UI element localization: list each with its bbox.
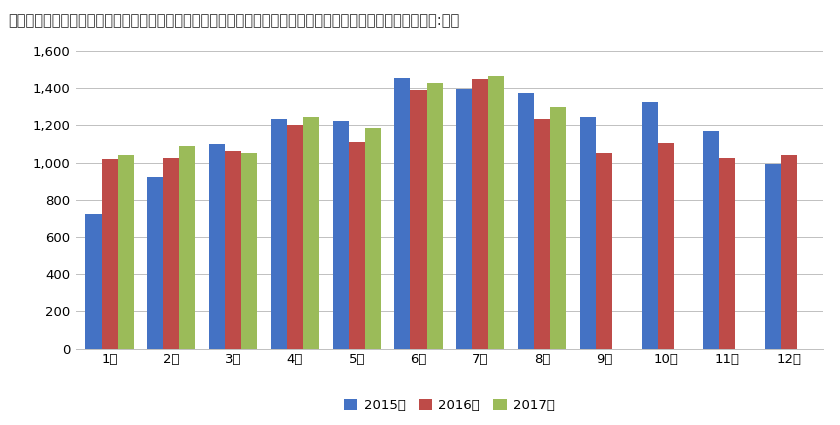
Bar [225, 151, 241, 348]
Bar [118, 155, 134, 348]
Bar [472, 79, 488, 348]
Bar [518, 93, 534, 348]
Bar [488, 76, 504, 348]
Bar [270, 119, 287, 348]
Bar [241, 153, 257, 348]
Bar [86, 214, 102, 348]
Text: ドラッグストアにおけるインバウンド消費の購買件数　（インバウンド店舗１店舗あたりレシート枚数／単位:枚）: ドラッグストアにおけるインバウンド消費の購買件数 （インバウンド店舗１店舗あたり… [8, 13, 459, 28]
Bar [209, 144, 225, 348]
Bar [719, 158, 736, 348]
Bar [303, 117, 319, 348]
Bar [349, 142, 365, 348]
Bar [765, 164, 781, 348]
Bar [147, 178, 163, 348]
Legend: 2015年, 2016年, 2017年: 2015年, 2016年, 2017年 [339, 394, 560, 417]
Bar [596, 153, 612, 348]
Bar [102, 159, 118, 348]
Bar [411, 90, 427, 348]
Bar [395, 78, 411, 348]
Bar [658, 143, 674, 348]
Bar [456, 89, 472, 348]
Bar [180, 146, 196, 348]
Bar [427, 82, 443, 348]
Bar [287, 125, 303, 348]
Bar [781, 155, 797, 348]
Bar [580, 117, 596, 348]
Bar [703, 131, 719, 348]
Bar [550, 107, 566, 348]
Bar [534, 119, 550, 348]
Bar [333, 121, 349, 348]
Bar [365, 128, 381, 348]
Bar [163, 158, 180, 348]
Bar [642, 102, 658, 348]
